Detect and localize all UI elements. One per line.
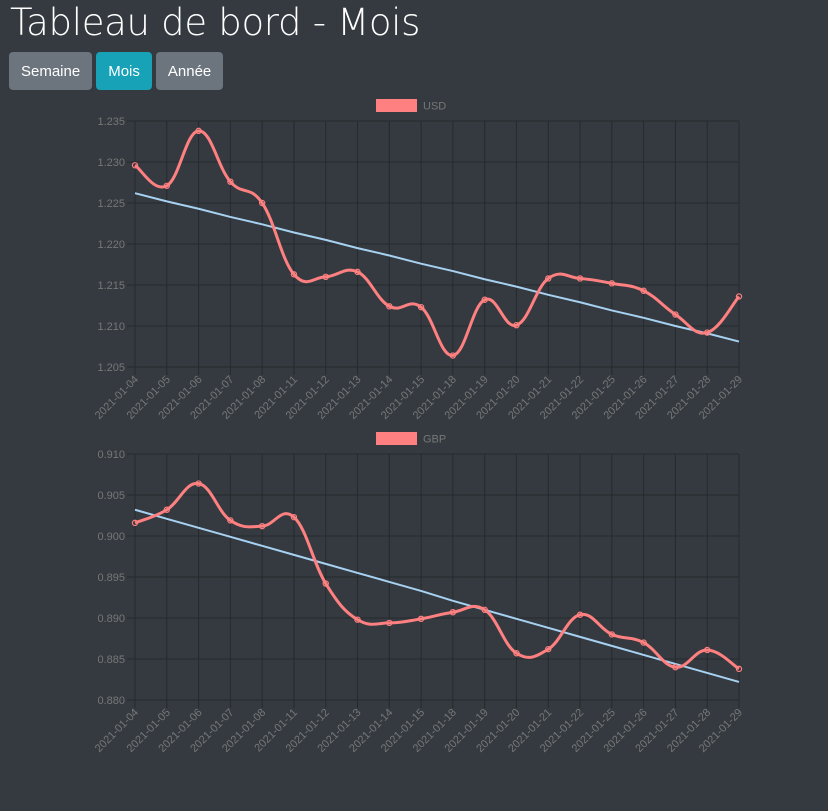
y-tick-label: 1.230 bbox=[97, 157, 125, 169]
y-tick-label: 1.220 bbox=[97, 239, 125, 251]
data-point[interactable] bbox=[576, 611, 584, 618]
data-point[interactable] bbox=[449, 352, 457, 359]
data-point[interactable] bbox=[322, 580, 329, 587]
y-tick-label: 1.210 bbox=[97, 321, 125, 333]
month-button[interactable]: Mois bbox=[96, 52, 152, 90]
data-point[interactable] bbox=[576, 275, 584, 282]
data-point[interactable] bbox=[131, 162, 139, 169]
data-point[interactable] bbox=[608, 631, 616, 638]
data-point[interactable] bbox=[672, 311, 679, 318]
data-point[interactable] bbox=[195, 480, 202, 487]
y-tick-label: 0.900 bbox=[97, 531, 125, 543]
legend-swatch bbox=[376, 99, 417, 112]
legend[interactable]: GBP bbox=[376, 432, 446, 446]
period-selector: Semaine Mois Année bbox=[9, 52, 224, 90]
y-tick-label: 0.885 bbox=[97, 654, 125, 666]
series-line bbox=[134, 129, 741, 358]
y-tick-label: 1.215 bbox=[97, 280, 125, 292]
data-point[interactable] bbox=[608, 280, 616, 287]
gbp-chart: GBP0.8800.8850.8900.8950.9000.9050.91020… bbox=[93, 432, 745, 755]
data-point[interactable] bbox=[227, 517, 234, 524]
y-tick-label: 0.880 bbox=[97, 695, 125, 707]
data-point[interactable] bbox=[258, 522, 266, 530]
data-point[interactable] bbox=[545, 275, 552, 282]
data-point[interactable] bbox=[417, 615, 425, 623]
y-tick-label: 1.205 bbox=[97, 362, 125, 374]
data-point[interactable] bbox=[227, 178, 234, 185]
data-point[interactable] bbox=[322, 273, 329, 280]
grid bbox=[127, 453, 740, 708]
y-tick-label: 0.890 bbox=[97, 613, 125, 625]
data-point[interactable] bbox=[704, 646, 711, 654]
data-point[interactable] bbox=[290, 513, 298, 521]
data-point[interactable] bbox=[195, 127, 202, 135]
data-point[interactable] bbox=[640, 287, 647, 294]
trend-line bbox=[134, 192, 740, 343]
data-point[interactable] bbox=[481, 296, 488, 303]
y-tick-label: 0.910 bbox=[97, 449, 125, 461]
data-point[interactable] bbox=[735, 665, 743, 673]
data-point[interactable] bbox=[354, 616, 361, 623]
legend[interactable]: USD bbox=[376, 99, 446, 113]
data-point[interactable] bbox=[386, 303, 393, 310]
y-tick-label: 0.895 bbox=[97, 572, 125, 584]
data-point[interactable] bbox=[672, 663, 679, 671]
data-point[interactable] bbox=[417, 303, 425, 311]
y-tick-label: 0.905 bbox=[97, 490, 125, 502]
data-point[interactable] bbox=[131, 519, 139, 527]
data-point[interactable] bbox=[386, 619, 393, 627]
data-point[interactable] bbox=[735, 293, 743, 300]
data-point[interactable] bbox=[640, 639, 647, 646]
data-point[interactable] bbox=[258, 199, 266, 207]
trend-line bbox=[134, 508, 740, 683]
data-point[interactable] bbox=[163, 182, 170, 189]
y-tick-label: 1.235 bbox=[97, 116, 125, 128]
data-point[interactable] bbox=[290, 271, 298, 278]
data-point[interactable] bbox=[513, 321, 520, 329]
y-tick-label: 1.225 bbox=[97, 198, 125, 210]
grid bbox=[127, 120, 740, 375]
usd-chart: USD1.2051.2101.2151.2201.2251.2301.23520… bbox=[93, 99, 745, 422]
legend-label: USD bbox=[423, 101, 446, 113]
data-point[interactable] bbox=[449, 609, 457, 616]
data-point[interactable] bbox=[163, 506, 170, 513]
year-button[interactable]: Année bbox=[155, 52, 224, 90]
data-point[interactable] bbox=[704, 329, 711, 336]
page-title: Tableau de bord - Mois bbox=[10, 1, 421, 44]
data-point[interactable] bbox=[354, 268, 361, 276]
week-button[interactable]: Semaine bbox=[9, 52, 93, 90]
legend-swatch bbox=[376, 432, 417, 445]
data-point[interactable] bbox=[545, 645, 552, 653]
data-point[interactable] bbox=[481, 606, 488, 613]
data-point[interactable] bbox=[513, 650, 520, 657]
series-line bbox=[134, 482, 740, 671]
legend-label: GBP bbox=[423, 434, 446, 446]
